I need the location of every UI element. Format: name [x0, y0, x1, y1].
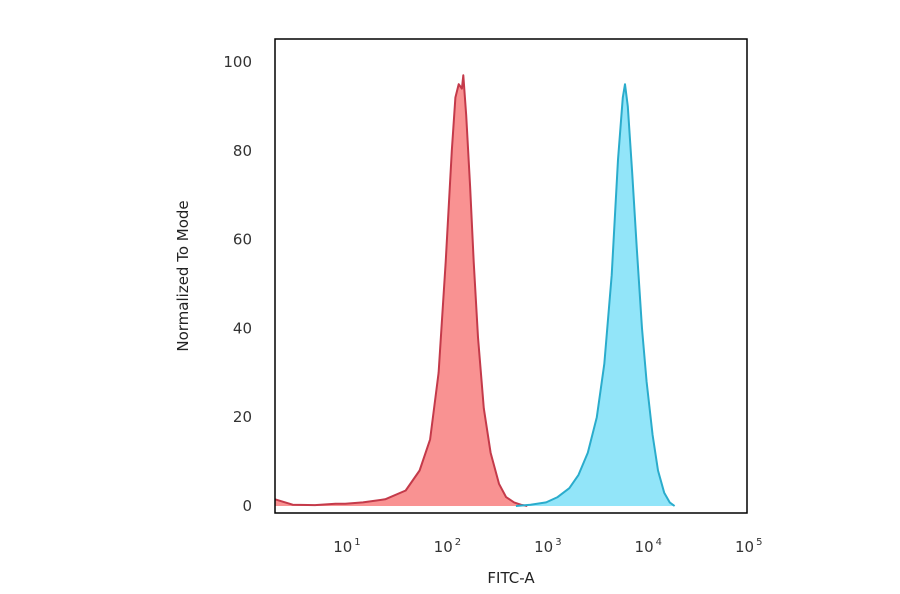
y-tick-label: 40: [233, 319, 252, 337]
y-axis-title: Normalized To Mode: [174, 200, 192, 351]
y-tick-label: 100: [223, 53, 252, 71]
series-layer: [274, 74, 676, 507]
x-axis-title: FITC-A: [487, 569, 535, 587]
x-tick-label: 10 3: [534, 537, 561, 556]
series-2-outline: [515, 83, 676, 507]
x-tick-label: 10 4: [635, 537, 662, 556]
x-tick-label: 10 5: [735, 537, 762, 556]
plot-frame: [274, 38, 748, 514]
x-tick-label: 10 2: [434, 537, 461, 556]
series-1-outline: [274, 74, 528, 507]
y-tick-label: 60: [233, 231, 252, 249]
series-2-area: [515, 84, 675, 506]
y-tick-label: 80: [233, 142, 252, 160]
x-tick-labels: 10 1 10 2 10 3 10 4 10 5: [333, 537, 762, 556]
y-tick-labels: 0 20 40 60 80 100: [223, 53, 252, 515]
x-tick-label: 10 1: [333, 537, 360, 556]
y-tick-label: 20: [233, 408, 252, 426]
series-1-area: [275, 75, 528, 507]
plot-background: [275, 39, 747, 513]
y-tick-label: 0: [242, 497, 252, 515]
